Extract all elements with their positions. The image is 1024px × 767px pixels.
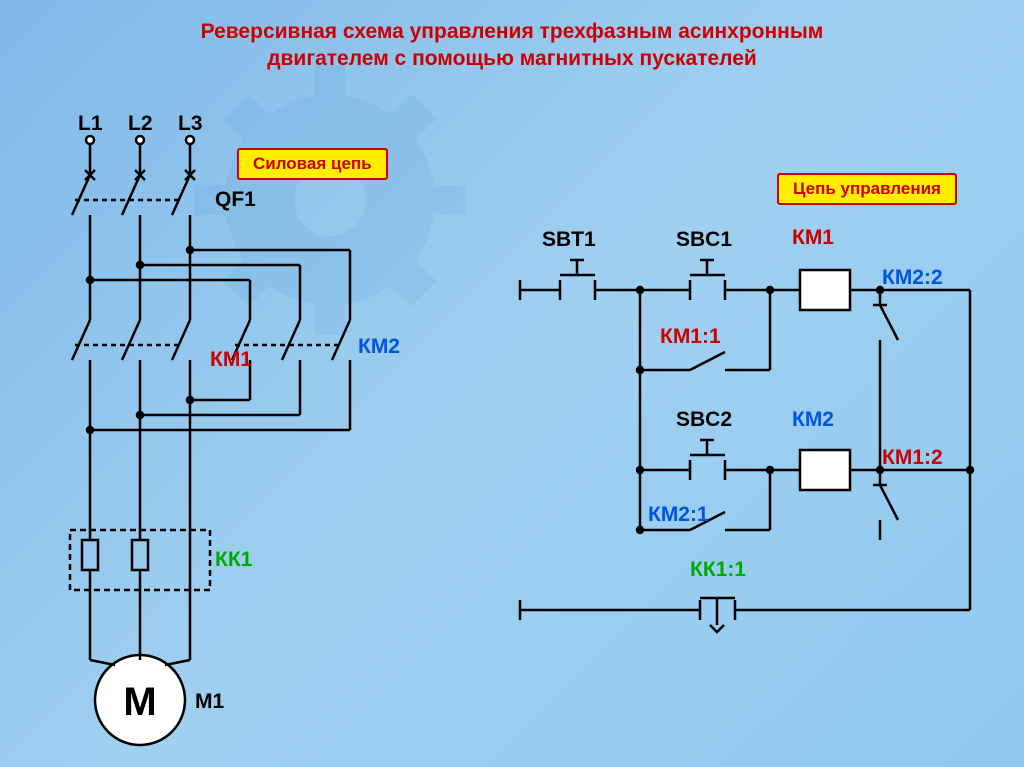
label-KK1-power: КК1 xyxy=(215,548,252,572)
label-KM1-power: КМ1 xyxy=(210,348,252,372)
label-M1: М1 xyxy=(195,690,224,714)
label-L3: L3 xyxy=(178,112,203,136)
label-KK11: КК1:1 xyxy=(690,558,746,582)
label-QF1: QF1 xyxy=(215,188,256,212)
label-SBT1: SBT1 xyxy=(542,228,596,252)
label-KM22: КМ2:2 xyxy=(882,266,943,290)
label-SBC1: SBC1 xyxy=(676,228,732,252)
label-L1: L1 xyxy=(78,112,103,136)
label-SBC2: SBC2 xyxy=(676,408,732,432)
label-KM2-control: КМ2 xyxy=(792,408,834,432)
label-KM12: КМ1:2 xyxy=(882,446,943,470)
label-KM21: КМ2:1 xyxy=(648,503,709,527)
label-KM11: КМ1:1 xyxy=(660,325,721,349)
label-L2: L2 xyxy=(128,112,153,136)
label-KM1-control: КМ1 xyxy=(792,226,834,250)
label-KM2-power: КМ2 xyxy=(358,335,400,359)
control-circuit-diagram xyxy=(0,0,1024,767)
